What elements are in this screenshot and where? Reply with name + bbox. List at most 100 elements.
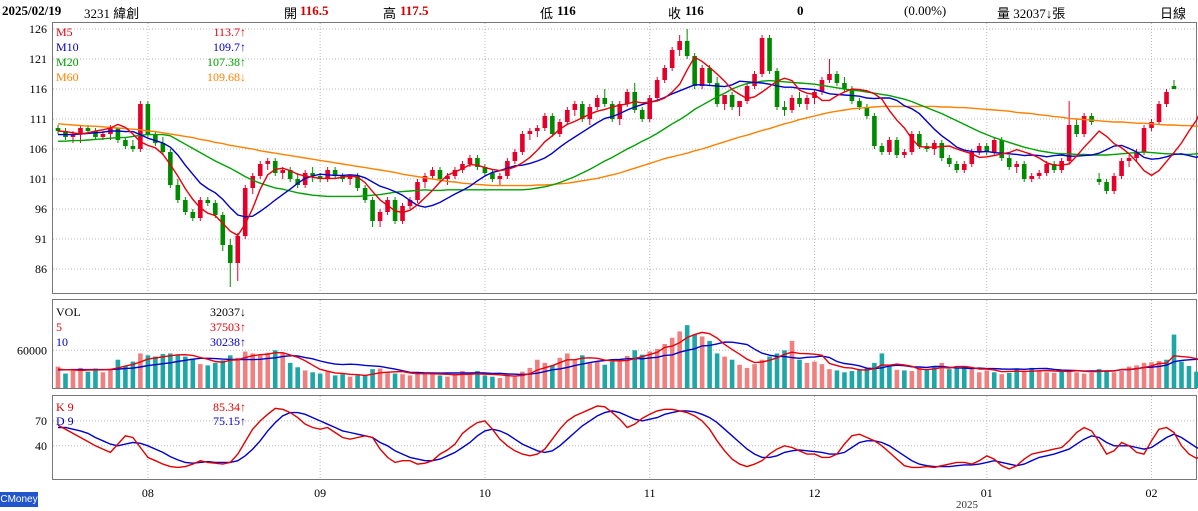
candle-body bbox=[587, 107, 593, 119]
candle-body bbox=[565, 110, 570, 122]
volume-bar bbox=[70, 370, 76, 388]
candle-body bbox=[834, 74, 840, 83]
candle-body bbox=[932, 143, 937, 149]
candle-body bbox=[624, 92, 630, 104]
volume-bar bbox=[63, 373, 68, 388]
candle-body bbox=[212, 203, 218, 215]
volume-bar bbox=[557, 357, 563, 388]
candle-body bbox=[370, 200, 375, 221]
candle-body bbox=[782, 107, 787, 110]
candle-body bbox=[542, 116, 548, 128]
candle-body bbox=[497, 176, 503, 179]
volume-bar bbox=[138, 353, 143, 388]
volume-bar bbox=[1156, 360, 1162, 388]
candle-body bbox=[1044, 164, 1049, 173]
volume-bar bbox=[587, 362, 593, 388]
volume-bar bbox=[789, 340, 795, 388]
k-line bbox=[57, 405, 1198, 470]
candle-body bbox=[527, 131, 533, 134]
candle-body bbox=[430, 170, 435, 176]
price-legend-name: M60 bbox=[56, 70, 79, 84]
volume-bar bbox=[1126, 366, 1132, 388]
price-tick-label: 91 bbox=[35, 232, 47, 246]
volume-bar bbox=[1051, 372, 1057, 388]
low-label: 低 bbox=[540, 6, 554, 21]
volume-bar bbox=[265, 352, 271, 388]
candle-body bbox=[295, 179, 300, 185]
volume-bar bbox=[939, 362, 945, 388]
candle-body bbox=[550, 116, 555, 134]
volume-bar bbox=[190, 358, 196, 388]
candle-body bbox=[1164, 92, 1169, 104]
volume-bar bbox=[872, 362, 877, 388]
volume-legend-name: VOL bbox=[56, 305, 81, 319]
price-tick-label: 116 bbox=[29, 82, 47, 96]
candle-body bbox=[422, 176, 428, 182]
volume-bar bbox=[984, 370, 990, 388]
candle-body bbox=[377, 212, 383, 221]
volume-bar bbox=[415, 372, 420, 388]
volume-legend-name: 10 bbox=[56, 335, 68, 349]
candle-body bbox=[752, 74, 757, 86]
candle-body bbox=[557, 122, 563, 134]
volume-bar bbox=[991, 372, 997, 388]
candle-body bbox=[879, 146, 885, 152]
volume-bar bbox=[999, 374, 1005, 388]
candle-body bbox=[265, 161, 271, 164]
candle-body bbox=[707, 68, 712, 83]
candle-body bbox=[939, 143, 945, 158]
period-label[interactable]: 日線 bbox=[1160, 6, 1187, 21]
volume-bar bbox=[78, 367, 83, 388]
price-legend-value: 109.7↑ bbox=[213, 40, 246, 54]
kd-panel bbox=[52, 395, 1197, 480]
volume-text: 量 32037↓張 bbox=[997, 6, 1066, 21]
volume-bar bbox=[1194, 371, 1198, 388]
candle-body bbox=[1096, 179, 1102, 182]
candle-body bbox=[1126, 158, 1132, 161]
candle-body bbox=[332, 170, 338, 176]
candle-body bbox=[445, 176, 450, 179]
volume-bar bbox=[310, 372, 315, 388]
volume-bar bbox=[55, 366, 61, 388]
candle-body bbox=[347, 176, 353, 179]
volume-bar bbox=[347, 376, 353, 388]
kd-legend-name: D 9 bbox=[56, 414, 74, 428]
volume-bar bbox=[827, 369, 832, 388]
volume-bar bbox=[572, 359, 578, 388]
candle-body bbox=[722, 95, 727, 104]
ma60-line bbox=[57, 105, 1198, 187]
price-legend-value: 113.7↑ bbox=[213, 25, 246, 39]
volume-bar bbox=[482, 375, 488, 388]
candle-body bbox=[198, 200, 203, 218]
volume-bar bbox=[100, 372, 106, 388]
volume-bar bbox=[932, 366, 937, 388]
candle-body bbox=[744, 86, 750, 101]
price-tick-label: 101 bbox=[29, 172, 47, 186]
d-line bbox=[58, 410, 1198, 468]
candle-body bbox=[572, 104, 578, 110]
candle-body bbox=[797, 98, 802, 104]
candle-body bbox=[714, 83, 720, 104]
volume-bar bbox=[212, 362, 218, 388]
high-value: 117.5 bbox=[400, 3, 429, 18]
volume-bar bbox=[1134, 365, 1139, 388]
candle-body bbox=[1134, 152, 1139, 158]
candle-body bbox=[452, 170, 458, 176]
volume-bar bbox=[842, 372, 847, 388]
volume-bar bbox=[759, 359, 765, 388]
candle-body bbox=[902, 152, 907, 155]
volume-legend-value: 37503↑ bbox=[210, 320, 246, 334]
change-percent: (0.00%) bbox=[904, 3, 947, 18]
candle-body bbox=[1089, 116, 1094, 122]
volume-bar bbox=[714, 353, 720, 388]
volume-bar bbox=[460, 371, 465, 388]
volume-bar bbox=[909, 371, 915, 388]
price-tick-label: 86 bbox=[35, 262, 47, 276]
volume-bar bbox=[317, 373, 323, 388]
volume-bar bbox=[1141, 362, 1147, 388]
candle-body bbox=[115, 128, 121, 140]
volume-bar bbox=[242, 351, 248, 388]
volume-bar bbox=[497, 377, 503, 388]
volume-bar bbox=[198, 364, 203, 388]
